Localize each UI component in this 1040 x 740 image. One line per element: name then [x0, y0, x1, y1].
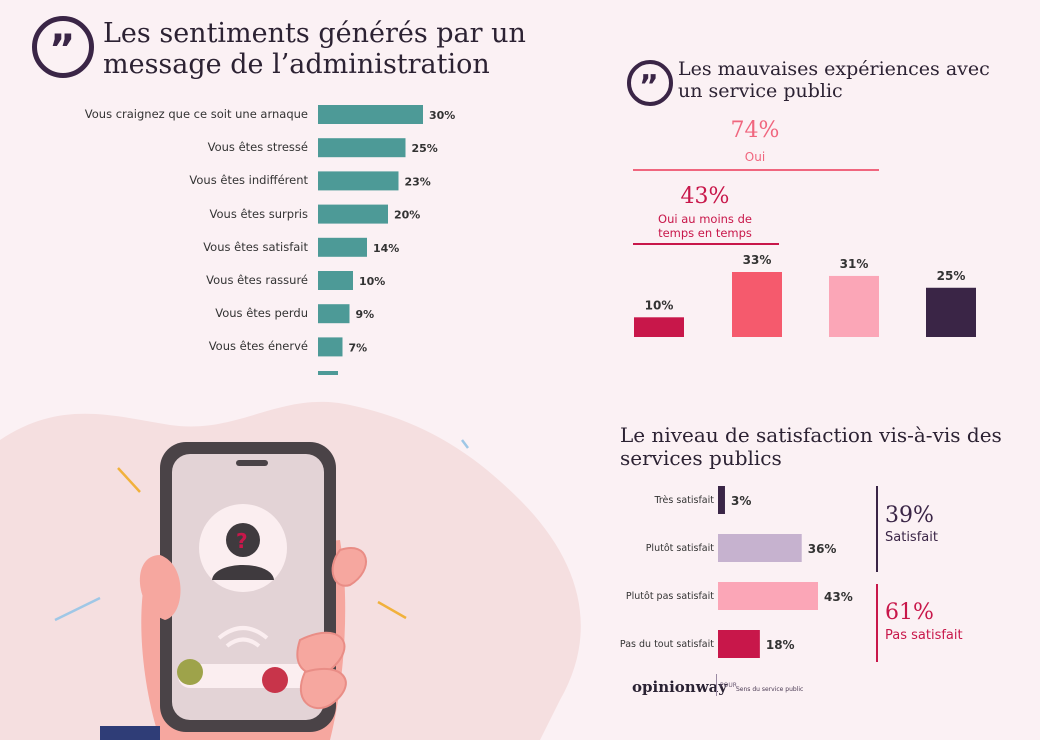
- bar-value-0: 10%: [645, 298, 674, 312]
- chart3-labels: Très satisfait Plutôt satisfait Plutôt pas…: [560, 484, 714, 674]
- bar-0: [718, 486, 725, 514]
- bar-2: [718, 582, 818, 610]
- bar-value-2: 43%: [824, 590, 853, 604]
- phone-icon: ?: [160, 442, 336, 732]
- bar-value-3: 25%: [937, 269, 966, 283]
- bar-1: [718, 534, 802, 562]
- category-label-3: Vous êtes surpris: [209, 206, 308, 221]
- bar-0: [318, 105, 423, 124]
- group-pas-satisfait-line: [876, 584, 878, 662]
- category-label-1: Plutôt satisfait: [645, 543, 714, 554]
- pour-label: POUR: [720, 682, 737, 689]
- bar-1: [732, 272, 782, 337]
- bar-2: [318, 171, 399, 191]
- category-label-5: Vous êtes rassuré: [206, 273, 308, 287]
- bar-6: [318, 304, 350, 324]
- bar-value-7: 7%: [349, 341, 368, 354]
- chart1-labels: Vous craignez que ce soit une arnaque Vou…: [0, 100, 308, 370]
- bracket-43-value: 43%: [680, 184, 730, 209]
- chart1: Vous craignez que ce soit une arnaque Vou…: [0, 100, 480, 370]
- bar-3: [926, 287, 976, 337]
- bar-0: [634, 317, 684, 337]
- partner-logo: Sens du service public: [736, 686, 804, 693]
- chart2-bars: 10% 33% 31% 25%: [634, 253, 976, 337]
- phone-illustration: ?: [0, 401, 581, 740]
- quote-icon: ”: [32, 16, 94, 78]
- bar-4: [318, 237, 367, 257]
- bar-value-2: 23%: [405, 175, 431, 188]
- bracket-oui-line: [633, 169, 879, 171]
- category-label-0: Très satisfait: [654, 495, 714, 506]
- quote-icon: ”: [627, 60, 673, 106]
- category-label-1: Vous êtes stressé: [207, 140, 308, 155]
- bar-value-1: 33%: [743, 253, 772, 267]
- group-satisfait-value: 39%: [885, 503, 934, 528]
- bar-7: [318, 337, 343, 357]
- bracket-43-line: [633, 243, 779, 245]
- category-label-7: Vous êtes énervé: [208, 339, 308, 354]
- bar-1: [318, 138, 406, 158]
- bar-value-0: 30%: [429, 109, 455, 122]
- category-label-2: Plutôt pas satisfait: [625, 591, 714, 602]
- bar-value-6: 9%: [356, 308, 375, 321]
- bracket-43-label: Oui au moins de temps en temps: [658, 212, 752, 240]
- bar-value-5: 10%: [359, 275, 385, 288]
- decline-call-icon: [262, 667, 288, 693]
- group-pas-satisfait-label: Pas satisfait: [885, 628, 963, 643]
- svg-text:”: ”: [639, 69, 659, 102]
- category-label-6: Vous êtes perdu: [215, 306, 308, 321]
- group-satisfait-label: Satisfait: [885, 530, 938, 545]
- chart3-title: Le niveau de satisfaction vis-à-vis des …: [620, 423, 1002, 470]
- bar-value-1: 25%: [412, 142, 438, 155]
- bar-value-3: 18%: [766, 638, 795, 652]
- opinionway-logo: opinionway: [632, 678, 728, 696]
- bracket-oui-label: Oui: [744, 150, 766, 164]
- category-label-0: Vous craignez que ce soit une arnaque: [84, 107, 308, 121]
- bracket-oui-value: 74%: [730, 118, 780, 143]
- chart3-bars: 3% 36% 43% 18%: [718, 486, 853, 658]
- bar-3: [718, 630, 760, 658]
- accept-call-icon: [177, 659, 203, 685]
- category-label-3: Pas du tout satisfait: [619, 639, 714, 650]
- chart1-bars: 30% 25% 23% 20% 14% 10% 9% 7%: [318, 105, 455, 357]
- category-label-4: Vous êtes satisfait: [203, 239, 308, 254]
- group-pas-satisfait-value: 61%: [885, 600, 934, 625]
- bar-value-1: 36%: [808, 542, 837, 556]
- bar-2: [829, 275, 879, 337]
- svg-text:”: ”: [49, 27, 75, 73]
- chart2-axis-cut: [620, 340, 1000, 354]
- chart1-title: Les sentiments générés par un message de…: [103, 18, 526, 80]
- category-label-2: Vous êtes indifférent: [189, 173, 308, 188]
- svg-text:?: ?: [236, 529, 248, 553]
- pour-divider: [716, 674, 717, 696]
- bar-3: [318, 204, 388, 224]
- group-satisfait-line: [876, 486, 878, 572]
- bar-value-0: 3%: [731, 494, 751, 508]
- bar-value-4: 14%: [373, 242, 399, 255]
- bar-value-2: 31%: [840, 257, 869, 271]
- chart1-cut-bar: [318, 371, 338, 375]
- chart2-title: Les mauvaises expériences avec un servic…: [678, 58, 990, 102]
- bar-5: [318, 271, 353, 290]
- bar-value-3: 20%: [394, 209, 420, 222]
